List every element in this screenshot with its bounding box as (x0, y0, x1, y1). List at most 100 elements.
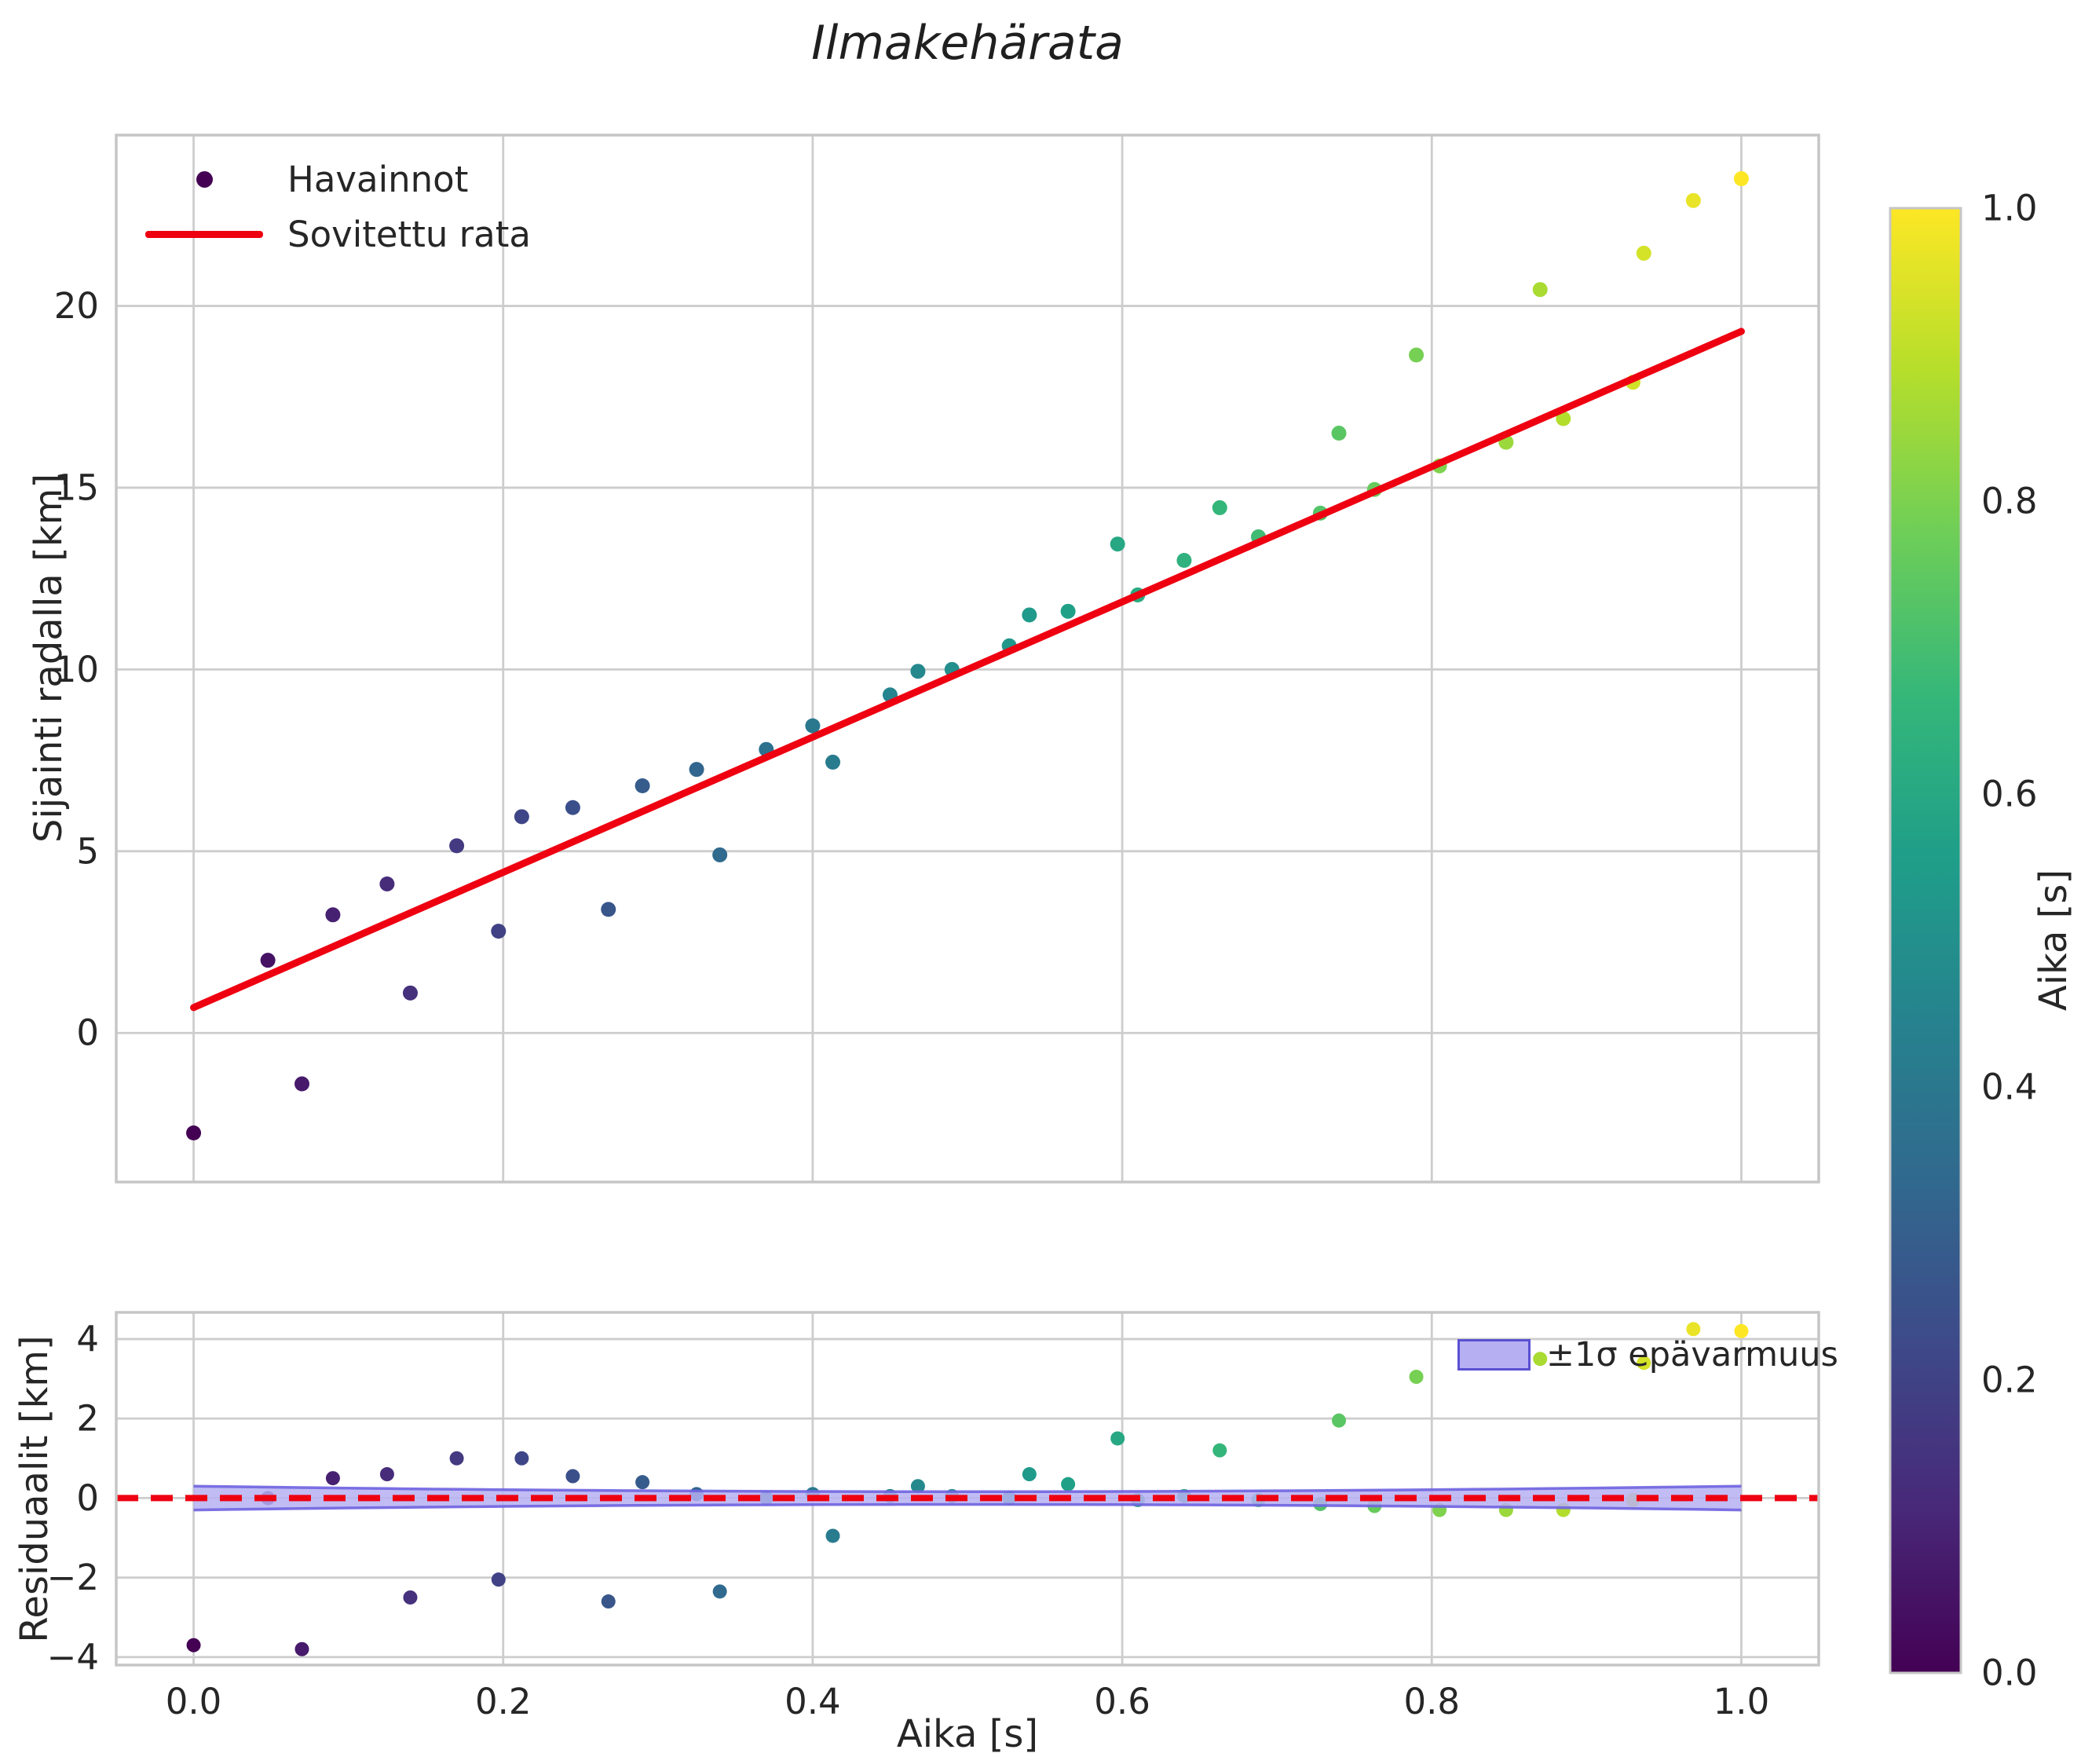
data-point (601, 902, 616, 917)
tick-label: 4 (76, 1318, 99, 1360)
tick-label: 1.0 (1713, 1681, 1770, 1722)
data-point (689, 762, 704, 778)
data-point (1331, 426, 1347, 441)
colorbar-tick-labels: 0.0 0.2 0.4 0.6 0.8 1.0 (1981, 188, 2038, 1694)
tick-label: −4 (47, 1636, 99, 1678)
data-point (1110, 536, 1125, 552)
data-point (1060, 603, 1076, 619)
data-point (1061, 1477, 1076, 1491)
tick-label: 0.0 (166, 1681, 222, 1722)
data-point (1212, 500, 1227, 515)
tick-label: 0.8 (1981, 481, 2038, 522)
data-point (1734, 1323, 1749, 1338)
colorbar: 0.0 0.2 0.4 0.6 0.8 1.0 (1889, 188, 2038, 1694)
y-axis-label-residuals: Residuaalit [km] (13, 1335, 57, 1643)
tick-label: 0.2 (475, 1681, 532, 1722)
data-point (1022, 1467, 1037, 1482)
data-point (402, 985, 418, 1001)
tick-label: 5 (76, 830, 99, 872)
legend-observations: Havainnot Sovitettu rata (141, 152, 531, 262)
data-point (1176, 553, 1192, 569)
data-point (1533, 1352, 1548, 1367)
data-point (1409, 1370, 1424, 1385)
tick-label: 0.2 (1981, 1360, 2038, 1401)
tick-label: 0 (76, 1477, 99, 1519)
band-upper-edge (193, 1484, 1742, 1494)
data-point (260, 953, 276, 968)
data-point (565, 800, 580, 815)
tick-label: 15 (54, 467, 99, 508)
data-point (403, 1590, 418, 1605)
data-point (1686, 1322, 1701, 1337)
data-point (825, 1528, 840, 1543)
data-point (449, 1451, 464, 1466)
x-tick-labels: 0.0 0.2 0.4 0.6 0.8 1.0 (166, 1681, 1769, 1722)
data-point (379, 876, 395, 891)
legend-row-observations: Havainnot (141, 152, 531, 207)
data-point (294, 1076, 310, 1092)
data-point (1532, 282, 1548, 298)
data-point (601, 1594, 616, 1609)
x-axis-label: Aika [s] (896, 1712, 1039, 1756)
data-point (1637, 1356, 1651, 1371)
top-axes: 0 5 10 15 20 (54, 134, 1820, 1184)
y-tick-labels: −4 −2 0 2 4 (47, 1318, 99, 1678)
observations-marker-icon (196, 170, 213, 188)
data-point (1332, 1413, 1347, 1428)
legend-uncertainty: ±1σ epävarmuus (1457, 1335, 1838, 1374)
data-point (186, 1638, 201, 1652)
data-point (635, 778, 650, 793)
tick-label: 0.4 (784, 1681, 841, 1722)
data-point (910, 1479, 925, 1494)
data-point (805, 718, 821, 734)
tick-label: 0.6 (1094, 1681, 1150, 1722)
data-point (1212, 1443, 1227, 1458)
band-lower-edge (193, 1502, 1742, 1512)
tick-label: 0 (76, 1012, 99, 1054)
legend-label-fit: Sovitettu rata (287, 213, 531, 255)
tick-label: 2 (76, 1398, 99, 1440)
fitted-trajectory-line (190, 328, 1745, 1012)
page-title: Ilmakehärata (811, 16, 1124, 71)
data-point (325, 907, 341, 923)
data-point (1685, 192, 1701, 208)
data-point (379, 1467, 394, 1482)
residual-axes: −4 −2 0 2 4 0.0 0.2 0.4 0.6 0.8 1.0 (47, 1311, 1820, 1722)
data-point (1110, 1431, 1125, 1446)
colorbar-gradient (1889, 207, 1962, 1674)
fit-line-icon (145, 230, 263, 238)
colorbar-label: Aika [s] (2032, 869, 2076, 1012)
data-point (325, 1471, 340, 1486)
data-point (449, 838, 465, 854)
tick-label: 10 (54, 649, 99, 690)
tick-label: 0.0 (1981, 1652, 2038, 1694)
uncertainty-band-icon (1457, 1339, 1531, 1371)
data-point (825, 754, 841, 770)
data-point (491, 924, 507, 939)
y-tick-labels: 0 5 10 15 20 (54, 285, 99, 1054)
y-axis-label-position: Sijainti radalla [km] (27, 473, 71, 844)
tick-label: 0.6 (1981, 774, 2038, 815)
tick-label: −2 (47, 1557, 99, 1598)
legend-label-uncertainty: ±1σ epävarmuus (1546, 1335, 1838, 1374)
data-point (565, 1469, 580, 1484)
tick-label: 1.0 (1981, 188, 2038, 229)
scatter-points (186, 171, 1749, 1141)
axes-border (115, 1311, 1820, 1667)
data-point (1636, 245, 1651, 261)
data-point (186, 1125, 202, 1141)
data-point (635, 1475, 650, 1490)
tick-label: 0.8 (1403, 1681, 1460, 1722)
data-point (1733, 171, 1749, 187)
axes-border (115, 134, 1820, 1184)
gridlines (116, 135, 1819, 1182)
data-point (514, 809, 529, 825)
data-point (491, 1572, 506, 1587)
data-point (294, 1641, 309, 1656)
legend-label-observations: Havainnot (287, 158, 469, 200)
tick-label: 20 (54, 285, 99, 327)
data-point (712, 847, 728, 862)
data-point (1409, 347, 1425, 363)
